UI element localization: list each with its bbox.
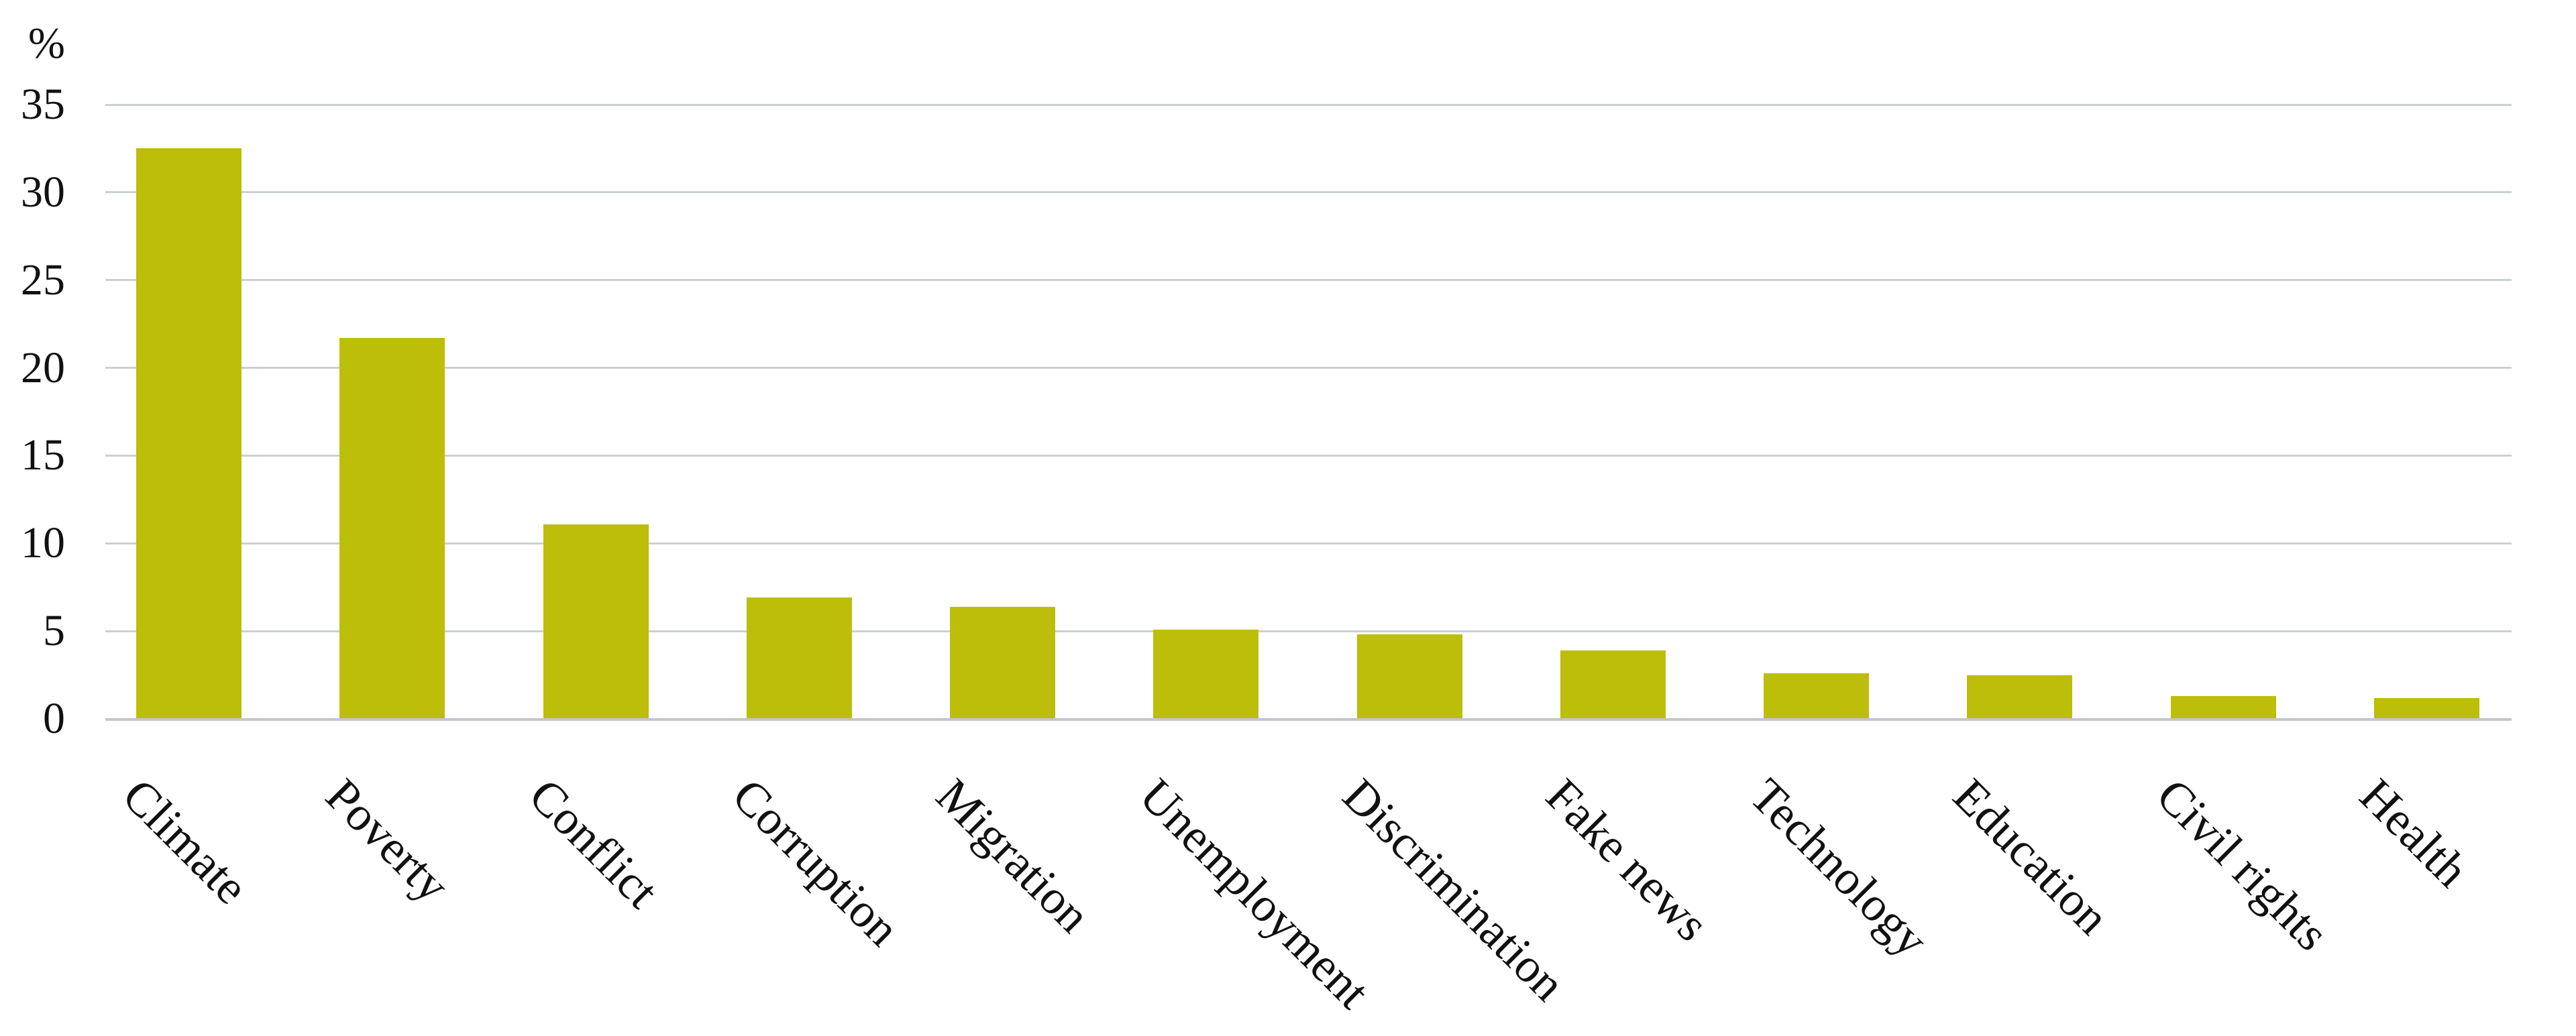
gridline xyxy=(105,367,2512,369)
bar xyxy=(950,606,1056,719)
x-category-label: Civil rights xyxy=(2146,768,2339,961)
x-axis-line xyxy=(105,717,2512,721)
y-tick-label: 35 xyxy=(21,80,65,129)
x-category-label: Poverty xyxy=(315,768,460,913)
bar xyxy=(1967,675,2073,719)
y-tick-label: 10 xyxy=(21,518,65,568)
y-tick-label: 15 xyxy=(21,430,65,480)
y-axis-unit-label: % xyxy=(28,19,65,68)
x-category-label: Migration xyxy=(926,768,1101,943)
bar xyxy=(2373,697,2479,719)
y-tick-label: 20 xyxy=(21,343,65,392)
x-category-label: Fake news xyxy=(1536,768,1719,952)
x-category-label: Climate xyxy=(112,768,258,915)
gridline xyxy=(105,103,2512,106)
bar xyxy=(1560,650,1666,719)
y-tick-label: 25 xyxy=(21,255,65,304)
x-category-label: Technology xyxy=(1739,768,1939,968)
x-category-label: Health xyxy=(2350,768,2479,898)
gridline xyxy=(105,454,2512,457)
bar xyxy=(1764,673,1870,719)
x-category-label: Education xyxy=(1943,768,2120,945)
bar xyxy=(1153,629,1259,719)
gridline xyxy=(105,542,2512,544)
gridline xyxy=(105,630,2512,632)
gridline xyxy=(105,279,2512,282)
gridline xyxy=(105,191,2512,194)
y-tick-label: 30 xyxy=(21,167,65,217)
bar xyxy=(2170,695,2276,719)
x-category-label: Corruption xyxy=(722,768,910,956)
y-tick-label: 0 xyxy=(43,694,65,743)
bar xyxy=(339,338,445,719)
bar xyxy=(543,524,649,719)
x-category-label: Conflict xyxy=(519,768,669,919)
bar xyxy=(136,148,241,719)
y-tick-label: 5 xyxy=(43,606,65,656)
bar xyxy=(1356,634,1462,719)
bar xyxy=(746,597,852,719)
